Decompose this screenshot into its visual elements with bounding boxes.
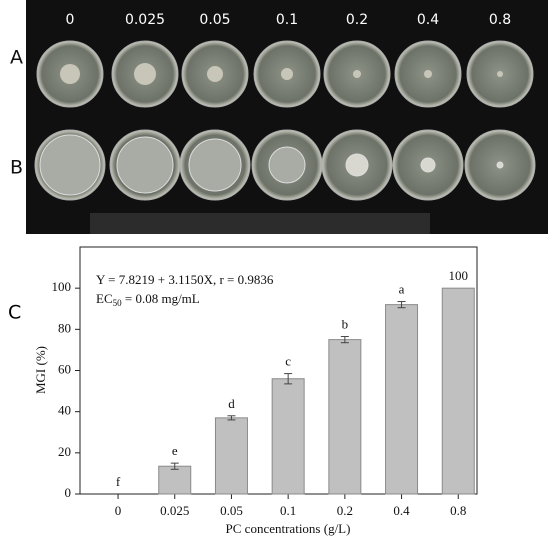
bar — [271, 378, 305, 495]
column-label: 0.025 — [125, 12, 165, 28]
y-tick-label: 0 — [65, 485, 72, 500]
error-bar — [340, 336, 349, 344]
x-axis-title: PC concentrations (g/L) — [226, 521, 351, 536]
x-tick-label: 0.05 — [220, 503, 243, 518]
colony — [281, 68, 293, 80]
panel-label: C — [8, 302, 21, 324]
colony — [496, 161, 504, 169]
y-tick-label: 20 — [58, 444, 71, 459]
bar — [328, 339, 362, 495]
bar — [385, 304, 419, 495]
dishes: 0 0.025 0.05 0.1 0.2 0.4 0.8 A B — [10, 12, 536, 201]
colony — [60, 64, 80, 84]
column-label: 0 — [66, 12, 75, 28]
y-tick-label: 60 — [58, 361, 71, 376]
x-tick-label: 0.4 — [393, 503, 410, 518]
significance-letter: a — [399, 282, 405, 297]
error-bar — [227, 415, 236, 421]
ec50-base: EC — [96, 291, 113, 306]
column-label: 0.4 — [417, 12, 439, 28]
column-label: 0.1 — [276, 12, 298, 28]
y-tick-label: 80 — [58, 320, 71, 335]
error-bar — [397, 301, 406, 309]
y-axis-title: MGI (%) — [33, 346, 48, 394]
bar — [441, 287, 475, 495]
error-bar — [284, 373, 293, 385]
colony — [497, 71, 503, 77]
equation: Y = 7.8219 + 3.1150X, r = 0.9836 — [96, 272, 274, 287]
x-tick-label: 0 — [115, 503, 122, 518]
significance-letter: d — [228, 396, 235, 411]
row-label: B — [10, 157, 23, 179]
x-tick-label: 0.8 — [450, 503, 466, 518]
significance-letter: e — [172, 443, 178, 458]
bar — [158, 465, 192, 495]
colony — [268, 146, 306, 184]
column-label: 0.8 — [489, 12, 511, 28]
error-bar — [170, 462, 179, 470]
value-label: 100 — [449, 268, 469, 283]
y-tick-label: 40 — [58, 403, 71, 418]
x-tick-label: 0.025 — [160, 503, 189, 518]
significance-letter: c — [285, 354, 291, 369]
ec50: EC50 = 0.08 mg/mL — [96, 291, 200, 308]
colony — [420, 157, 436, 173]
colony — [353, 70, 361, 78]
column-label: 0.2 — [346, 12, 368, 28]
colony — [207, 66, 223, 82]
ruler — [90, 213, 430, 234]
row-label: A — [10, 47, 23, 69]
significance-letter: f — [116, 474, 121, 489]
colony — [188, 138, 242, 192]
colony — [345, 153, 369, 177]
colony — [134, 63, 156, 85]
x-tick-label: 0.1 — [280, 503, 296, 518]
ec50-rest: = 0.08 mg/mL — [122, 291, 200, 306]
x-tick-label: 0.2 — [337, 503, 353, 518]
colony — [116, 136, 174, 194]
y-tick-label: 100 — [52, 279, 72, 294]
column-label: 0.05 — [199, 12, 230, 28]
ec50-sub: 50 — [113, 298, 123, 308]
colony — [424, 70, 432, 78]
significance-letter: b — [342, 317, 349, 332]
colony — [39, 134, 101, 196]
bar — [214, 417, 248, 495]
